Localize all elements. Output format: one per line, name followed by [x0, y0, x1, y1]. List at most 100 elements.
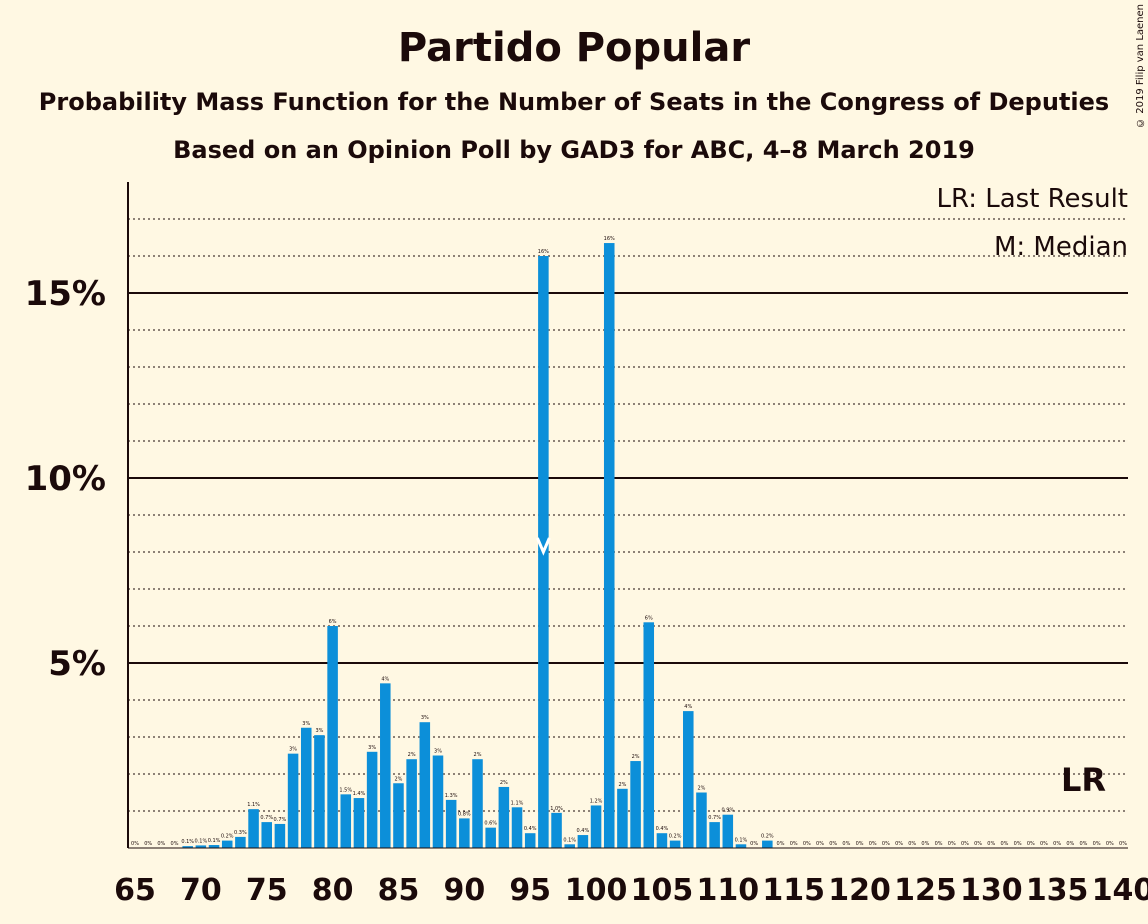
bar-seat-92	[485, 827, 496, 848]
x-tick-label: 65	[114, 873, 156, 908]
bar-value-label: 0%	[974, 841, 982, 847]
bar-seat-100	[590, 805, 602, 848]
legend-last-result: LR: Last Result	[936, 184, 1128, 214]
bar-seat-77	[287, 753, 299, 848]
bar-value-label: 0%	[869, 841, 877, 847]
bar-seat-85	[393, 783, 404, 848]
bar-value-label: 0.4%	[577, 828, 590, 834]
bar-value-label: 0%	[131, 841, 139, 847]
bar-seat-84	[380, 683, 391, 848]
bar-value-label: 0%	[1027, 841, 1035, 847]
bar-value-label: 0%	[803, 841, 811, 847]
x-tick-label: 115	[762, 873, 825, 908]
bar-value-label: 0%	[921, 841, 929, 847]
bar-value-label: 0.1%	[181, 839, 194, 845]
bar-seat-89	[445, 799, 457, 848]
bar-value-label: 0.2%	[669, 834, 682, 840]
y-tick-label: 10%	[25, 459, 106, 499]
bar-value-label: 3%	[434, 749, 442, 755]
bar-seat-79	[314, 735, 325, 848]
bar-value-label: 0%	[1053, 841, 1061, 847]
bar-seat-90	[459, 818, 470, 848]
bar-seat-86	[406, 759, 417, 848]
bar-seat-74	[248, 809, 259, 848]
bar-value-label: 0%	[157, 841, 165, 847]
bar-seat-110	[722, 814, 734, 848]
x-tick-label: 85	[378, 873, 420, 908]
x-tick-label: 95	[509, 873, 551, 908]
bar-seat-81	[340, 794, 352, 848]
bar-value-label: 1.0%	[550, 806, 563, 812]
bar-value-label: 0%	[961, 841, 969, 847]
bar-value-label: 0%	[790, 841, 798, 847]
bar-value-label: 3%	[368, 745, 376, 751]
bar-seat-106	[669, 840, 681, 848]
bar-value-label: 2%	[500, 780, 508, 786]
bar-value-label: 0%	[750, 841, 758, 847]
bar-value-label: 0.2%	[221, 834, 234, 840]
bar-value-label: 16%	[538, 249, 549, 255]
bar-seat-87	[419, 722, 431, 848]
bar-value-label: 0.1%	[208, 838, 221, 844]
x-tick-label: 80	[312, 873, 354, 908]
bar-seat-101	[603, 243, 615, 849]
bar-value-label: 1.3%	[445, 793, 458, 799]
bar-value-label: 0.4%	[524, 826, 537, 832]
bar-value-label: 0.2%	[761, 834, 774, 840]
x-tick-label: 90	[443, 873, 485, 908]
grid-lines	[128, 218, 1128, 812]
x-tick-label: 100	[565, 873, 628, 908]
bar-value-label: 3%	[315, 728, 323, 734]
bar-value-label: 0.7%	[708, 815, 721, 821]
bar-seat-99	[577, 835, 589, 848]
bar-seat-95	[524, 833, 536, 848]
bar-seat-107	[683, 711, 694, 848]
bar-value-label: 3%	[289, 747, 297, 753]
y-tick-label: 15%	[25, 274, 106, 314]
bar-value-label: 2%	[632, 754, 640, 760]
bar-value-label: 0.6%	[484, 821, 497, 827]
bar-value-label: 1.1%	[511, 800, 524, 806]
chart-title: Partido Popular	[397, 25, 751, 71]
last-result-marker: LR	[1061, 761, 1106, 799]
bar-value-label: 6%	[329, 619, 337, 625]
x-tick-label: 130	[960, 873, 1023, 908]
bar-value-label: 0%	[948, 841, 956, 847]
x-tick-label: 140	[1092, 873, 1148, 908]
bar-seat-83	[366, 751, 378, 848]
bar-seat-105	[656, 833, 668, 848]
bar-value-label: 4%	[684, 704, 692, 710]
bar-value-label: 1.5%	[339, 787, 352, 793]
bar-value-label: 0.7%	[260, 815, 273, 821]
x-tick-label: 135	[1026, 873, 1089, 908]
bar-value-label: 6%	[645, 615, 653, 621]
y-tick-label: 5%	[48, 644, 106, 684]
bar-value-label: 3%	[421, 715, 429, 721]
bar-value-label: 0%	[144, 841, 152, 847]
bar-seat-109	[709, 822, 720, 848]
bar-seat-80	[327, 626, 338, 848]
bar-value-label: 2%	[394, 776, 402, 782]
bar-seat-104	[643, 622, 655, 848]
bar-seat-97	[551, 812, 562, 848]
bar-value-label: 0%	[1106, 841, 1114, 847]
x-tick-label: 75	[246, 873, 288, 908]
bar-seat-98	[564, 844, 575, 848]
bar-seat-82	[353, 798, 365, 848]
x-tick-label: 105	[631, 873, 694, 908]
bar-value-label: 0%	[895, 841, 903, 847]
bar-value-label: 0%	[829, 841, 837, 847]
bar-seat-75	[261, 822, 273, 848]
bar-seat-76	[274, 823, 286, 848]
bar-seat-93	[498, 786, 510, 848]
bar-value-label: 0%	[908, 841, 916, 847]
bar-value-label: 0%	[856, 841, 864, 847]
x-tick-label: 70	[180, 873, 222, 908]
chart-source: Based on an Opinion Poll by GAD3 for ABC…	[173, 136, 975, 164]
x-tick-label: 125	[894, 873, 957, 908]
bar-seat-69	[182, 846, 193, 848]
bar-value-label: 0.7%	[274, 817, 287, 823]
bar-value-label: 0.3%	[234, 830, 247, 836]
bar-value-label: 1.4%	[353, 791, 366, 797]
